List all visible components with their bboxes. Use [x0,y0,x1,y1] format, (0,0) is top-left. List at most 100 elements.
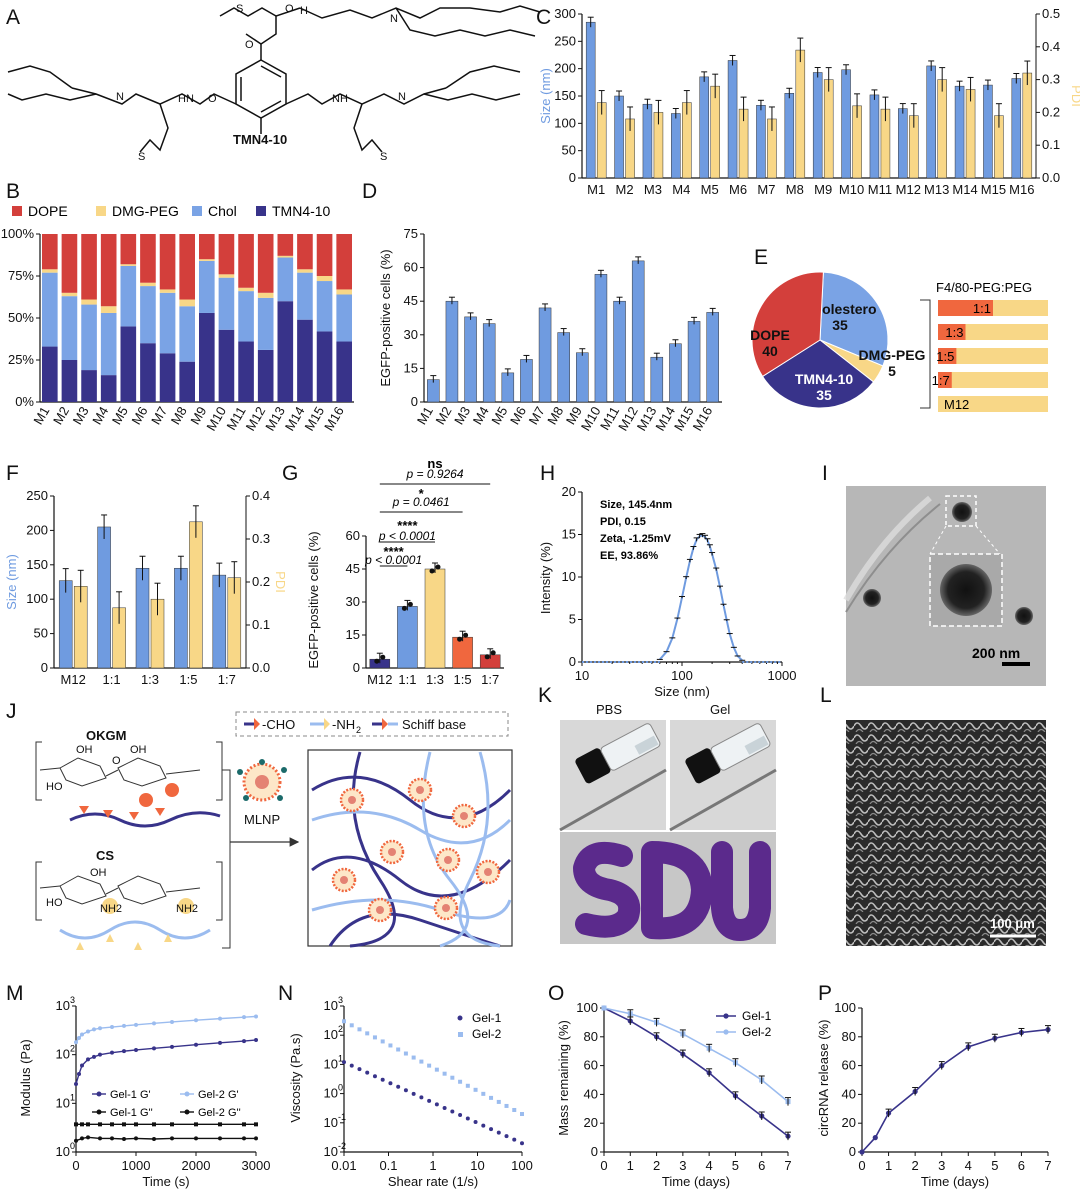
x-axis-label: Time (days) [921,1174,989,1189]
x-tick-label: M13 [262,404,288,433]
bar [576,352,589,403]
tem-particle-zoom [940,564,992,616]
x-tick-label: 0 [72,1158,79,1173]
x-tick-label: M6 [507,404,529,427]
viscosity-point [342,1060,346,1065]
svg-text:S: S [138,151,145,163]
stack-segment [140,282,156,287]
y-tick-label: 0 [569,170,576,185]
svg-text:OH: OH [76,744,93,756]
stack-segment [140,343,156,402]
viscosity-point [403,1088,408,1093]
y-tick-label: 250 [554,33,576,48]
legend-label: Gel-2 G'' [198,1107,241,1119]
ratio-bar-fill [938,372,952,388]
y-tick-label: 30 [346,594,360,609]
y-axis-label: Size (nm) [4,554,19,610]
y2-tick-label: 0.2 [1042,104,1060,119]
tem-particle [863,589,881,607]
viscosity-point [365,1031,370,1036]
viscosity-point [512,1137,517,1142]
tem-particle [1015,607,1033,625]
x-tick-label: M7 [757,182,775,197]
legend-label: Gel-2 [742,1025,772,1039]
svg-text:OH: OH [130,744,147,756]
svg-text:HN: HN [178,93,194,105]
stack-segment [257,234,274,293]
y-axis-label: Modulus (Pa) [18,1039,33,1116]
label-D: D [362,180,377,203]
y-tick-label: 25% [8,352,34,367]
legend-label: Gel-1 G' [110,1089,151,1101]
mlnp-core [340,876,348,884]
modulus-point [254,1038,258,1043]
legend-label: TMN4-10 [272,203,331,219]
modulus-point [254,1014,258,1019]
x-tick-label: M10 [839,182,864,197]
y2-tick-label: 0.0 [1042,170,1060,185]
x-tick-label: 4 [706,1158,713,1173]
bar [594,274,608,403]
hydrogel-network [311,751,512,948]
x-tick-label: 6 [758,1158,765,1173]
modulus-point [134,1022,138,1027]
viscosity-point [380,1077,385,1082]
viscosity-point [396,1084,401,1089]
x-tick-label: 1:3 [141,672,159,687]
viscosity-point [520,1141,524,1146]
x-tick-label: M4 [89,404,111,427]
y-tick-label: 0% [15,394,34,409]
modulus-point [194,1122,198,1127]
p-value: p < 0.0001 [378,529,436,543]
y-tick-label: 100 [554,115,576,130]
stack-segment [297,269,313,273]
modulus-point [122,1122,126,1127]
bar [706,312,719,403]
y2-tick-label: 0.3 [1042,72,1060,87]
y-tick-label: 0 [849,1144,856,1159]
data-point [457,636,463,642]
viscosity-point [504,1103,509,1108]
svg-text:NH2: NH2 [176,903,198,915]
y2-tick-label: 0.4 [252,488,270,503]
y-tick-label: 75 [404,226,418,241]
label-J: J [6,700,17,723]
viscosity-point [380,1039,385,1044]
mass-line [603,1007,789,1103]
stack-segment [336,341,352,402]
stack-segment [140,286,156,344]
y-tick-label: 10 [324,1056,338,1071]
bar [464,316,477,403]
ratio-bar-label: 1:5 [936,349,954,364]
modulus-point [98,1136,102,1141]
y-tick-label: 60 [404,260,418,275]
sdu-letters [573,841,771,941]
dls-summary: PDI, 0.15 [600,516,646,528]
x-tick-label: M15 [981,182,1006,197]
viscosity-point [388,1081,393,1086]
x-tick-label: M9 [814,182,832,197]
gel-label: Gel [710,702,730,717]
bar-size [898,108,908,179]
svg-text:HO: HO [46,897,63,909]
y-tick-label: 300 [554,6,576,21]
y-tick-label: 60 [842,1058,856,1073]
ratio-bar-bg [938,372,1048,388]
x-tick-label: 0 [858,1158,865,1173]
bar-size [135,567,150,669]
bar [397,606,418,669]
y-tick-label: 0 [411,394,418,409]
legend-marker [457,1015,463,1021]
data-point [435,564,441,570]
legend-label: DOPE [28,203,68,219]
svg-text:Schiff base: Schiff base [402,717,466,732]
stack-segment [140,234,156,283]
stack-segment [120,265,137,327]
viscosity-point [496,1099,501,1104]
ratio-title: F4/80-PEG:PEG [936,280,1032,295]
bar [650,356,664,403]
x-tick-label: 1:1 [398,672,416,687]
chart-c: 0 50 100 150 200 250 300 Size (nm) 0.0 0.1 0.2 0.3 0… [538,6,1080,197]
bar-pdi [965,89,976,179]
